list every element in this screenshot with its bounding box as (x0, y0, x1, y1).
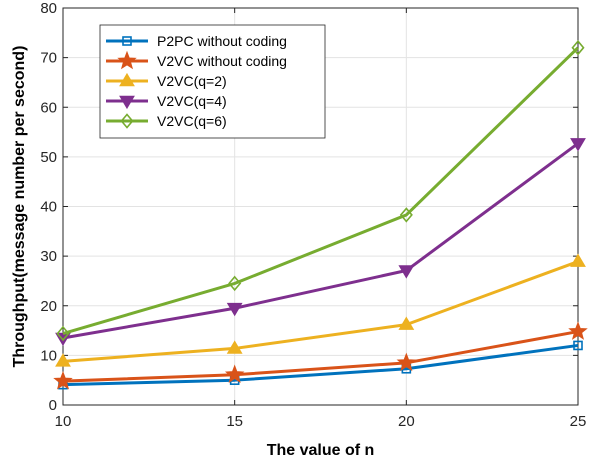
x-tick-label: 10 (55, 413, 72, 430)
data-point (570, 138, 586, 152)
y-tick-label: 30 (40, 248, 57, 265)
legend-item: V2VC(q=2) (106, 72, 227, 89)
data-point (573, 340, 583, 351)
legend-label: V2VC(q=2) (157, 73, 227, 89)
y-tick-label: 80 (40, 0, 57, 17)
legend-item: V2VC(q=4) (106, 93, 227, 110)
data-point (398, 265, 415, 279)
series-line (62, 330, 579, 383)
legend: P2PC without coding V2VC without coding V2… (99, 24, 326, 139)
y-tick-label: 10 (40, 347, 57, 364)
legend-marker (122, 36, 132, 46)
legend-item: P2PC without coding (106, 33, 287, 49)
series-4 (55, 138, 586, 347)
legend-marker (119, 95, 135, 110)
x-tick-label: 20 (398, 413, 415, 430)
data-point (396, 352, 417, 372)
series-line (62, 142, 579, 340)
data-point (228, 275, 242, 292)
x-tick-label: 25 (570, 413, 587, 430)
data-point (53, 370, 73, 390)
data-point (55, 353, 71, 367)
y-tick-label: 40 (40, 199, 57, 216)
series-line (62, 46, 580, 335)
y-tick-label: 50 (40, 149, 57, 166)
legend-marker (119, 72, 135, 87)
legend-item: V2VC without coding (106, 50, 287, 70)
legend-marker (117, 50, 137, 70)
legend-box (99, 24, 326, 139)
legend-label: V2VC(q=4) (157, 93, 227, 109)
legend-marker (120, 113, 134, 129)
series-3 (55, 253, 586, 367)
x-axis-title: The value of n (267, 442, 375, 459)
data-point (570, 253, 586, 267)
series-line (62, 343, 579, 387)
data-point (226, 340, 243, 354)
data-point (398, 316, 415, 330)
y-axis-title: Throughput(message number per second) (11, 46, 28, 368)
legend-label: V2VC without coding (157, 53, 287, 69)
x-tick-label: 15 (226, 413, 243, 430)
series-5 (56, 39, 585, 342)
legend-item: V2VC(q=6) (106, 113, 227, 129)
data-point (226, 302, 243, 317)
legend-label: V2VC(q=6) (157, 113, 227, 129)
series-2 (53, 321, 588, 390)
data-point (399, 207, 413, 223)
data-point (571, 39, 585, 56)
data-point (224, 364, 245, 384)
y-tick-label: 0 (49, 397, 57, 414)
data-series (53, 39, 588, 390)
y-tick-label: 60 (40, 99, 57, 116)
series-line (62, 260, 579, 363)
data-point (56, 325, 70, 342)
legend-label: P2PC without coding (157, 33, 287, 49)
y-tick-label: 20 (40, 298, 57, 315)
data-point (568, 321, 588, 340)
y-tick-label: 70 (40, 50, 57, 67)
